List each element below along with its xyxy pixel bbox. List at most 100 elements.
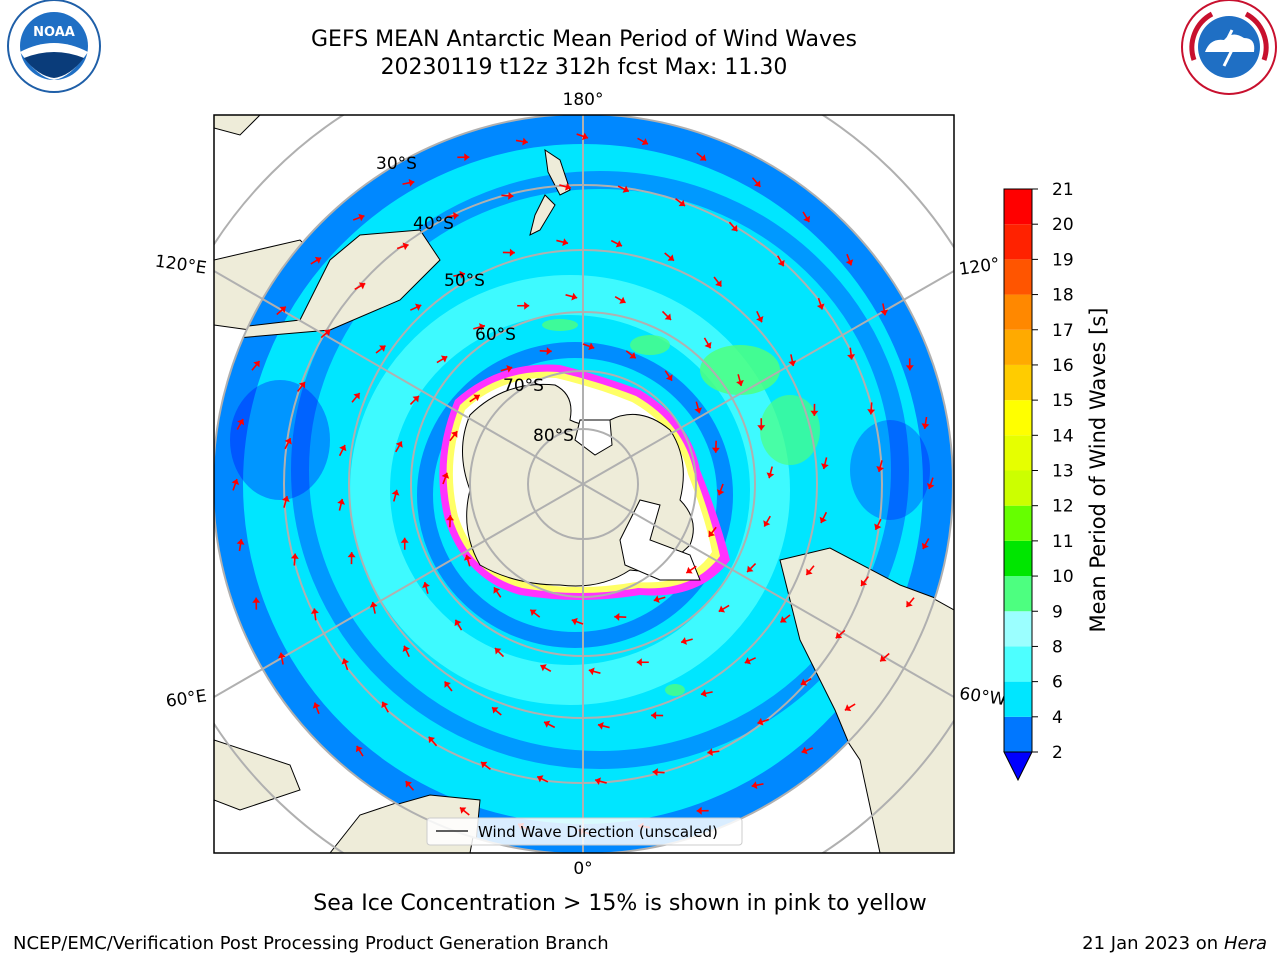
- wave-arrow-head: [494, 648, 502, 655]
- map-legend: Wind Wave Direction (unscaled): [426, 817, 743, 846]
- wave-arrow-head: [237, 418, 245, 426]
- wave-arrow-head: [629, 352, 636, 359]
- wave-arrow-head: [678, 199, 686, 207]
- wave-arrow-head: [473, 394, 480, 402]
- wave-arrow-head: [540, 664, 547, 672]
- wave-arrow-head: [231, 479, 240, 486]
- colorbar-segment: [1004, 189, 1032, 225]
- chart-title: GEFS MEAN Antarctic Mean Period of Wind …: [311, 27, 857, 52]
- wave-arrow-head: [696, 806, 702, 815]
- wave-arrow-head: [459, 270, 466, 279]
- wave-arrow-head: [763, 520, 771, 527]
- wave-arrow-head: [641, 138, 649, 146]
- wave-arrow-head: [310, 608, 319, 614]
- legend-label: Wind Wave Direction (unscaled): [478, 823, 718, 841]
- wave-arrow-head: [506, 364, 513, 373]
- colorbar-tick-label: 11: [1052, 532, 1074, 552]
- wave-arrow-head: [810, 410, 819, 416]
- graticule: [214, 115, 954, 853]
- wave-arrow-head: [391, 489, 400, 496]
- colorbar-extend: [1003, 751, 1033, 782]
- colorbar-tick-label: 20: [1052, 215, 1074, 235]
- wave-arrow-head: [757, 425, 766, 431]
- wave-arrow-head: [844, 704, 852, 712]
- map-area: [214, 115, 954, 853]
- wave-arrow-head: [803, 215, 811, 223]
- wave-arrow-head: [845, 259, 854, 266]
- wave-arrow-head: [480, 761, 488, 769]
- wave-arrow-head: [446, 515, 455, 521]
- colorbar-segment: [1004, 716, 1032, 752]
- wave-arrow-head: [492, 707, 499, 714]
- wave-arrow-head: [412, 395, 419, 403]
- wave-arrow-head: [757, 717, 764, 726]
- colorbar: 2 4 6 8 9 10 11 12 13 14 15 16 17 18 19 20 21: [1003, 180, 1074, 782]
- wave-arrow-head: [667, 254, 674, 261]
- wave-arrow-head: [405, 781, 412, 788]
- wave-arrow-head: [571, 292, 578, 301]
- wave-arrow-head: [323, 329, 331, 337]
- wave-arrow-head: [880, 309, 889, 316]
- wave-arrow-head: [369, 601, 378, 608]
- colorbar-tick-label: 19: [1052, 250, 1074, 270]
- wave-arrow-head: [440, 355, 448, 363]
- wave-arrow-head: [428, 736, 436, 744]
- wave-arrow-head: [402, 242, 409, 251]
- wave-arrow-head: [652, 768, 658, 777]
- colorbar-segment: [1004, 576, 1032, 612]
- wave-arrow-head: [454, 619, 462, 627]
- wave-arrow-head: [381, 701, 389, 709]
- wave-arrow-head: [876, 465, 885, 472]
- wave-arrow-head: [921, 423, 930, 429]
- wave-arrow-head: [441, 472, 450, 479]
- colorbar-tick-label: 14: [1052, 426, 1074, 446]
- colorbar-segment: [1004, 294, 1032, 330]
- wave-arrow-head: [252, 597, 261, 603]
- colorbar-tick-label: 16: [1052, 356, 1074, 376]
- colorbar-tick-label: 2: [1052, 743, 1063, 763]
- wave-arrow-head: [341, 658, 350, 665]
- nws-logo: [1181, 0, 1277, 95]
- wave-arrow-head: [751, 781, 758, 790]
- wave-arrow-head: [408, 178, 415, 187]
- wave-arrow-head: [508, 191, 514, 200]
- wave-arrow-head: [880, 655, 887, 662]
- wave-arrow-head: [651, 711, 657, 720]
- colorbar-segment: [1004, 259, 1032, 295]
- wave-arrow-head: [614, 612, 620, 621]
- lat-label-50s: 50°S: [444, 271, 485, 291]
- wave-arrow-head: [509, 248, 515, 257]
- wave-arrow-head: [537, 775, 544, 783]
- lon-label-60e: 60°E: [165, 686, 208, 711]
- wave-arrow-head: [780, 616, 787, 623]
- noaa-logo: NOAA: [7, 0, 101, 93]
- wave-arrow-head: [816, 303, 825, 310]
- wave-arrow-head: [636, 658, 642, 667]
- wave-arrow-head: [707, 748, 713, 757]
- lat-label-30s: 30°S: [376, 154, 417, 174]
- wave-arrow-head: [694, 407, 703, 414]
- wave-arrow-head: [402, 645, 410, 652]
- wave-arrow-head: [905, 365, 914, 371]
- wave-arrow-head: [464, 153, 470, 162]
- colorbar-tick-label: 8: [1052, 637, 1063, 657]
- wave-arrow-head: [736, 380, 744, 386]
- wave-arrow-head: [312, 702, 321, 709]
- wave-arrow-head: [744, 657, 751, 665]
- colorbar-tick-label: 4: [1052, 708, 1063, 728]
- wave-arrow-head: [422, 582, 430, 588]
- wave-arrow-head: [700, 689, 707, 698]
- wave-arrow-head: [715, 280, 722, 287]
- lon-label-120w: 120°: [958, 254, 1001, 280]
- wave-arrow-head: [777, 259, 785, 267]
- wave-arrow-head: [716, 489, 725, 496]
- colorbar-tick-label: 12: [1052, 497, 1074, 517]
- wave-arrow-head: [835, 631, 843, 639]
- wave-arrow-head: [524, 301, 530, 310]
- wave-arrow-head: [358, 282, 366, 290]
- colorbar-segment: [1004, 505, 1032, 541]
- wave-arrow-head: [867, 409, 876, 415]
- colorbar-tick-label: 6: [1052, 673, 1063, 693]
- wave-arrow-head: [453, 211, 459, 220]
- wave-arrow-head: [597, 721, 604, 730]
